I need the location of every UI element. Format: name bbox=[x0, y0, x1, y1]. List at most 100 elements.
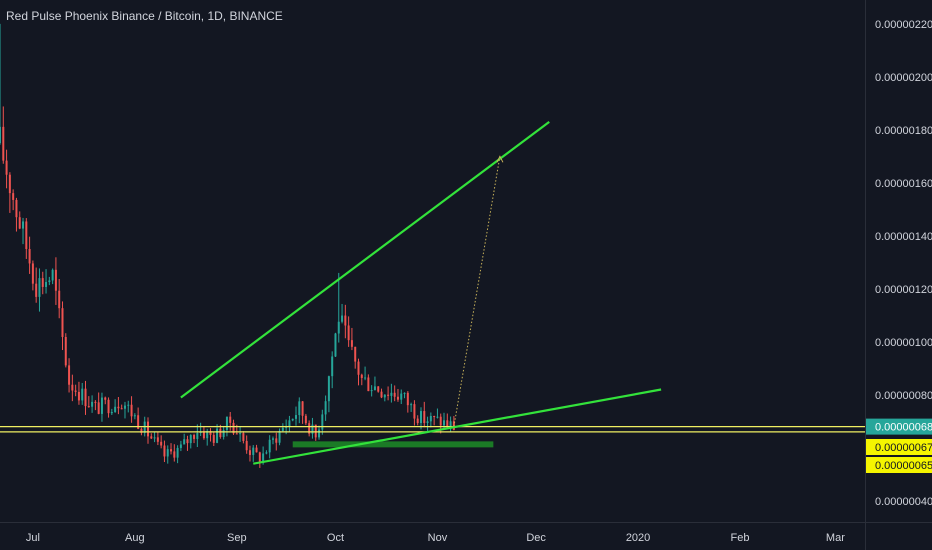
y-tick-label: 0.00000200 bbox=[875, 72, 932, 84]
candle-body bbox=[390, 392, 393, 396]
candle-body bbox=[311, 424, 314, 434]
candle-body bbox=[360, 374, 363, 378]
candle-body bbox=[41, 278, 44, 287]
candle-body bbox=[281, 427, 284, 431]
candle-body bbox=[429, 416, 432, 422]
candle-body bbox=[321, 414, 324, 430]
candle-body bbox=[35, 283, 38, 297]
candle-body bbox=[255, 447, 258, 453]
x-tick-label: Oct bbox=[327, 532, 344, 544]
candle-body bbox=[68, 365, 71, 385]
candle-body bbox=[81, 388, 84, 401]
candle-body bbox=[334, 333, 337, 357]
candle-body bbox=[449, 421, 452, 427]
candle-body bbox=[235, 433, 238, 435]
y-tick-label: 0.00000040 bbox=[875, 496, 932, 508]
candle-body bbox=[183, 439, 186, 445]
candle-body bbox=[239, 433, 242, 435]
candle-body bbox=[15, 199, 18, 218]
candle-body bbox=[278, 430, 281, 443]
candle-body bbox=[403, 392, 406, 394]
candle-body bbox=[114, 406, 117, 413]
candle-body bbox=[406, 392, 409, 406]
candle-body bbox=[166, 449, 169, 457]
candle-body bbox=[387, 394, 390, 396]
candle-body bbox=[212, 434, 215, 443]
candle-body bbox=[61, 308, 64, 337]
candle-body bbox=[143, 421, 146, 433]
level-price-badge bbox=[866, 439, 932, 455]
candle-body bbox=[222, 430, 225, 437]
candle-body bbox=[229, 416, 232, 423]
candle-body bbox=[71, 384, 74, 391]
y-tick-label: 0.00000220 bbox=[875, 19, 932, 31]
candle-body bbox=[54, 269, 57, 291]
candle-body bbox=[252, 447, 255, 455]
last-price-label: 0.00000068 bbox=[875, 422, 932, 434]
candle-body bbox=[163, 445, 166, 457]
y-tick-label: 0.00000160 bbox=[875, 178, 932, 190]
candle-body bbox=[170, 449, 173, 452]
candle-body bbox=[377, 386, 380, 392]
candle-body bbox=[38, 278, 41, 297]
candle-body bbox=[301, 401, 304, 416]
candle-body bbox=[0, 126, 1, 144]
candle-body bbox=[12, 193, 15, 200]
level-price-label: 0.00000065 bbox=[875, 460, 932, 472]
candle-body bbox=[248, 450, 251, 455]
candle-body bbox=[110, 412, 113, 414]
candle-body bbox=[383, 394, 386, 398]
candle-body bbox=[216, 428, 219, 443]
candle-body bbox=[133, 415, 136, 417]
candle-body bbox=[140, 428, 143, 433]
candle-body bbox=[189, 435, 192, 444]
candle-body bbox=[295, 415, 298, 419]
candle-body bbox=[400, 393, 403, 400]
candle-body bbox=[337, 321, 340, 334]
candle-body bbox=[439, 416, 442, 426]
candle-body bbox=[137, 415, 140, 429]
candle-body bbox=[298, 401, 301, 416]
x-tick-label: Jul bbox=[26, 532, 40, 544]
candle-body bbox=[77, 391, 80, 401]
y-tick-label: 0.00000140 bbox=[875, 231, 932, 243]
candle-body bbox=[196, 433, 199, 439]
candle-body bbox=[84, 388, 87, 407]
candle-body bbox=[173, 451, 176, 458]
candle-body bbox=[87, 406, 90, 408]
candle-body bbox=[370, 390, 373, 392]
candle-body bbox=[64, 336, 67, 366]
candle-body bbox=[45, 282, 48, 287]
candle-body bbox=[209, 431, 212, 435]
candle-body bbox=[308, 423, 311, 434]
candle-body bbox=[48, 280, 51, 283]
candle-body bbox=[91, 401, 94, 407]
trendline-lower bbox=[253, 388, 662, 465]
candle-body bbox=[344, 315, 347, 326]
candle-body bbox=[107, 399, 110, 414]
candle-body bbox=[433, 416, 436, 418]
candle-body bbox=[127, 404, 130, 406]
candle-body bbox=[153, 437, 156, 439]
candle-body bbox=[324, 401, 327, 415]
candle-body bbox=[416, 418, 419, 424]
candle-body bbox=[423, 411, 426, 423]
candle-body bbox=[186, 439, 189, 444]
y-tick-label: 0.00000180 bbox=[875, 125, 932, 137]
candle-body bbox=[2, 126, 5, 161]
candle-body bbox=[291, 418, 294, 421]
candle-body bbox=[367, 377, 370, 392]
candle-body bbox=[245, 440, 248, 451]
candle-body bbox=[314, 424, 317, 438]
candle-body bbox=[380, 391, 383, 398]
x-tick-label: Nov bbox=[428, 532, 448, 544]
candle-body bbox=[100, 397, 103, 414]
candle-body bbox=[271, 438, 274, 440]
candle-body bbox=[206, 431, 209, 439]
candle-body bbox=[268, 439, 271, 453]
candle-body bbox=[147, 421, 150, 437]
chart-title: Red Pulse Phoenix Binance / Bitcoin, 1D,… bbox=[6, 9, 283, 23]
candle-body bbox=[413, 404, 416, 419]
trendline-upper bbox=[180, 121, 550, 399]
